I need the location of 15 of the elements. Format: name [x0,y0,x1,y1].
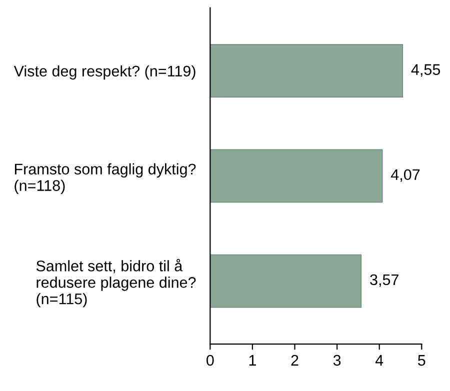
data-label: 4,07 [390,169,420,182]
bar [210,44,404,98]
data-label: 3,57 [370,274,398,287]
x-tick-label: 5 [418,355,426,366]
x-tick-label: 4 [375,355,384,366]
x-tick-label: 2 [291,354,298,366]
x-tick-label: 0 [206,354,214,366]
y-tick-label: Viste deg respekt? (n=119) [14,65,196,80]
y-tick-label: Framsto som faglig dyktig? (n=118) [14,163,196,194]
x-tick-label: 3 [333,354,341,366]
data-label: 4,55 [411,64,440,77]
x-tick-label: 1 [249,355,256,366]
bar [210,149,383,203]
bar [210,254,362,308]
y-tick-label: Samlet sett, bidro til å redusere plagene dine? (n=115) [36,258,196,308]
